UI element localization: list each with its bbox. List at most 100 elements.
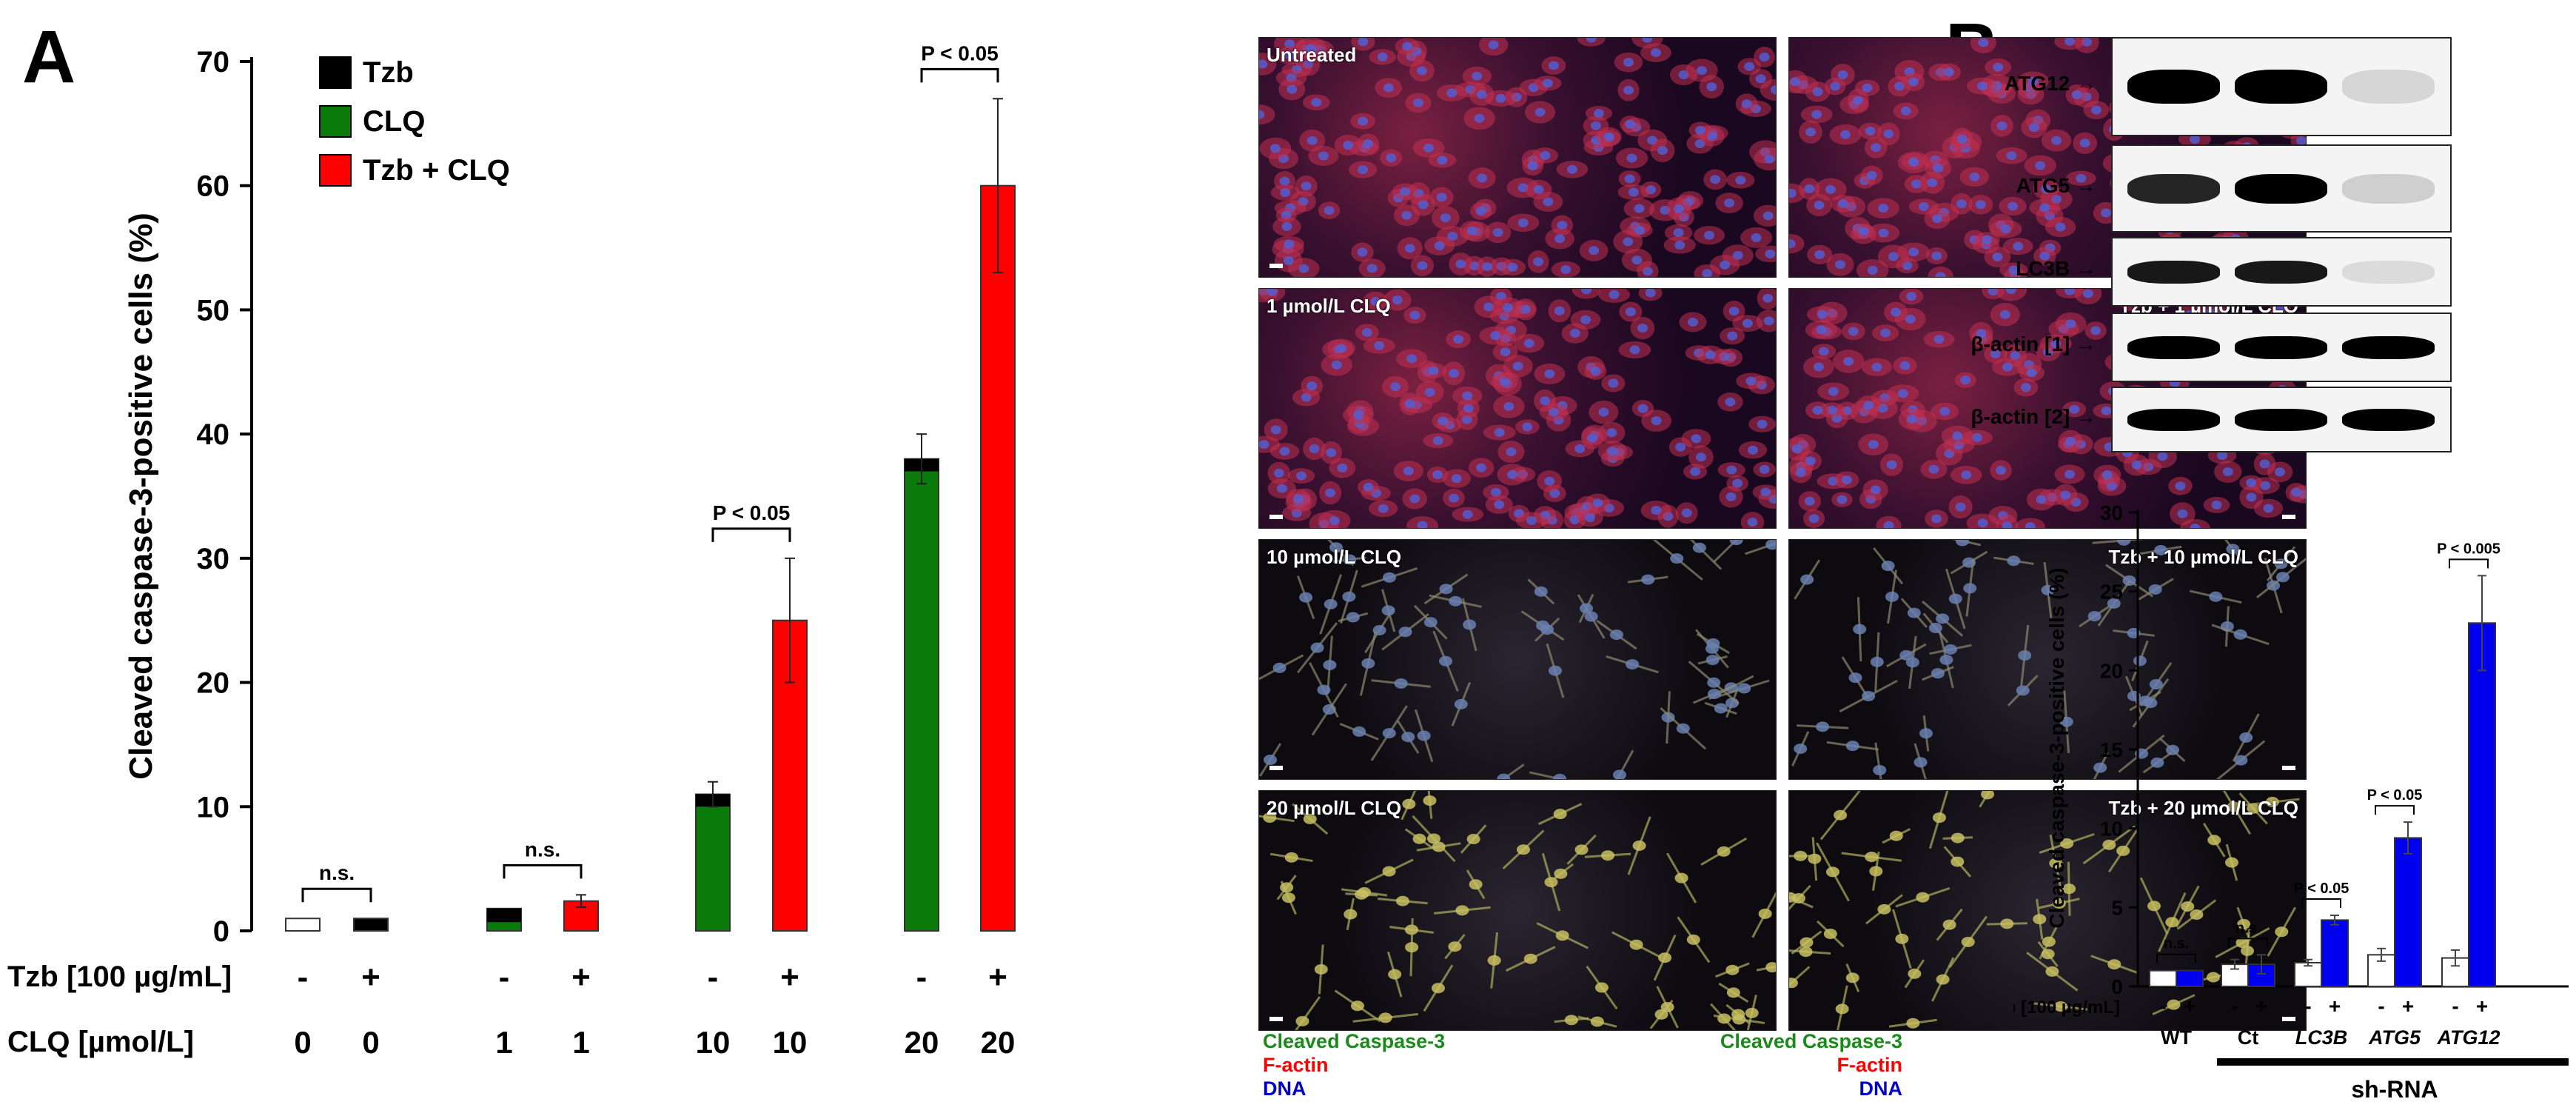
cell-nucleus [1383,83,1394,93]
cell-nucleus [1814,200,1825,210]
legend-swatch [319,56,352,89]
y-tick-label: 40 [197,418,230,451]
cell-nucleus [1726,465,1737,475]
cell-nucleus [2189,135,2200,144]
cell-nucleus [1735,176,1746,185]
cell-nucleus [1540,624,1554,635]
cell-nucleus [1661,712,1675,723]
cell-nucleus [1542,78,1553,88]
cell-nucleus [1976,329,1987,338]
cell-nucleus [1284,39,1295,49]
cell-nucleus [1751,233,1762,242]
cell-nucleus [1705,350,1716,360]
cell-nucleus [1951,856,1965,867]
cell-nucleus [1770,85,1776,95]
cell-nucleus [1865,127,1876,136]
cell-nucleus [1437,156,1448,165]
scale-bar [2282,1017,2295,1021]
comparison-label: n.s. [2164,936,2189,952]
cell-nucleus [1951,832,1965,843]
cell-nucleus [1789,239,1796,249]
cell-nucleus [2064,38,2075,46]
cell-nucleus [1843,356,1854,366]
tzb-sign: + [2184,995,2196,1018]
cell-nucleus [1732,478,1743,488]
cell-nucleus [1637,324,1648,333]
clq-value: 1 [495,1025,512,1060]
cell-nucleus [1417,730,1431,741]
y-axis-title: Cleaved caspase-3-positive cells (%) [2045,567,2068,928]
cell-nucleus [2027,76,2039,86]
tzb-sign: + [988,959,1007,995]
cell-nucleus [1483,302,1495,312]
cell-nucleus [2065,436,2076,446]
cell-nucleus [1906,1018,1920,1029]
cell-nucleus [2102,470,2113,480]
cell-nucleus [1474,113,1485,123]
cell-nucleus [1660,1001,1674,1012]
cell-nucleus [1800,574,1814,585]
western-blot-panel: ATG12 → ATG5 → LC3B → β-actin [1] → β-actin … [1939,37,2532,452]
cell-nucleus [2000,918,2014,929]
micrograph-label: Tzb + 20 µmol/L CLQ [2108,797,2298,819]
cell-nucleus [1502,303,1513,313]
bar-plus [2176,969,2204,988]
cell-nucleus [1343,554,1357,565]
cell-nucleus [1594,982,1609,993]
bar [285,918,321,932]
cell-nucleus [2049,858,2063,869]
cell-nucleus [1280,188,1291,198]
cell-nucleus [1516,844,1530,855]
cell-nucleus [2296,136,2306,146]
cell-nucleus [1451,474,1462,484]
cell-nucleus [1961,470,1972,480]
clq-value: 10 [773,1025,808,1060]
cell-field [1259,38,1776,277]
cell-nucleus [2055,222,2066,232]
cell-nucleus [2025,521,2036,528]
cell-nucleus [1402,41,1413,51]
cell-nucleus [1557,221,1568,230]
cell-nucleus [1503,401,1515,411]
micrograph-tile: 20 µmol/L CLQ [1258,790,1777,1031]
y-tick-label: 0 [213,915,229,948]
cell-nucleus [1475,207,1486,216]
cell-nucleus [1931,251,1942,261]
cell-nucleus [2005,289,2016,295]
comparison-bracket [2156,953,2196,963]
cell-nucleus [1791,444,1802,454]
tzb-sign: - [2378,995,2384,1018]
cell-nucleus [1417,261,1428,270]
cell-nucleus [1702,269,1713,277]
tzb-row-label: Tzb [100 µg/mL] [7,960,232,993]
cell-nucleus [1731,1009,1745,1020]
cell-nucleus [1353,410,1364,420]
cell-nucleus [2052,898,2066,909]
cell-nucleus [1841,475,1852,485]
cell-nucleus [2101,406,2112,415]
cell-nucleus [1584,611,1598,622]
cell-nucleus [1657,146,1668,156]
cell-nucleus [1342,591,1356,602]
blot-strip [2111,387,2452,452]
tzb-sign: - [499,959,510,995]
cell-nucleus [1423,795,1437,806]
cell-nucleus [1651,416,1662,426]
cell-nucleus [1634,225,1646,235]
comparison-bracket [920,67,999,83]
bar [904,458,939,932]
comparison-bracket [2228,938,2268,948]
cell-nucleus [1908,158,1919,167]
cell-nucleus [1598,407,1609,417]
cell-nucleus [1880,328,1891,338]
cell-nucleus [1448,369,1459,378]
cell-nucleus [1388,969,1402,980]
tzb-sign: - [2159,995,2166,1018]
cell-nucleus [1586,433,1597,443]
blot-band [2342,261,2435,284]
bar-plus [2468,622,2496,987]
cell-nucleus [2239,732,2253,743]
cell-nucleus [2150,757,2164,768]
